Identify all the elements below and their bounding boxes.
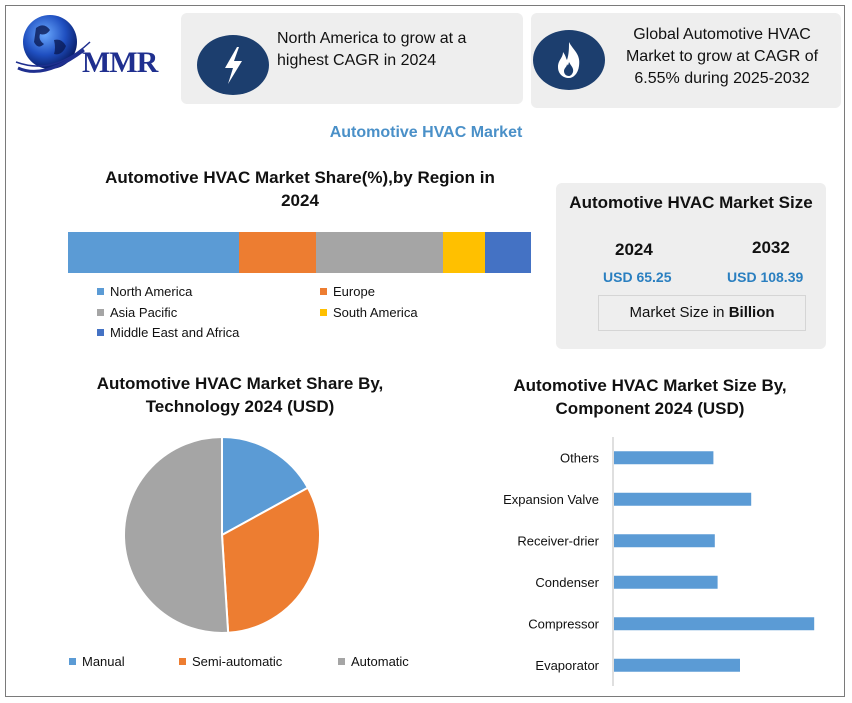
legend-item-north-america: North America	[97, 284, 192, 299]
category-label-evaporator: Evaporator	[535, 658, 599, 673]
year-2032-label: 2032	[752, 238, 790, 257]
region-segment-asia-pacific	[315, 232, 443, 273]
legend-swatch	[97, 329, 104, 337]
value-2032: USD 108.39	[727, 269, 804, 285]
legend-item-south-america: South America	[320, 305, 418, 320]
legend-label: Europe	[333, 284, 375, 299]
market-size-unit: Market Size in Billion	[598, 295, 806, 331]
category-label-expansion-valve: Expansion Valve	[503, 492, 599, 507]
legend-label: Manual	[82, 654, 125, 669]
infographic-frame	[5, 5, 845, 697]
category-label-condenser: Condenser	[535, 575, 599, 590]
legend-swatch	[97, 288, 104, 296]
legend-item-automatic: Automatic	[338, 654, 409, 669]
region-stacked-bar	[68, 232, 531, 273]
legend-swatch	[69, 658, 76, 666]
pie-slice-automatic	[123, 435, 230, 634]
legend-swatch	[338, 658, 345, 666]
technology-chart-title: Automotive HVAC Market Share By, Technol…	[96, 374, 384, 416]
legend-label: North America	[110, 284, 193, 299]
legend-item-semi-automatic: Semi-automatic	[179, 654, 282, 669]
region-segment-europe	[239, 232, 316, 273]
legend-label: South America	[333, 305, 418, 320]
lightning-icon	[197, 35, 269, 95]
legend-item-europe: Europe	[320, 284, 375, 299]
market-size-title: Automotive HVAC Market Size	[569, 193, 813, 212]
region-segment-south-america	[443, 232, 485, 273]
legend-swatch	[320, 309, 327, 317]
bar-condenser	[614, 575, 718, 589]
legend-label: Automatic	[351, 654, 409, 669]
category-label-others: Others	[560, 450, 600, 465]
info-card-cagr: Global Automotive HVAC Market to grow at…	[531, 13, 841, 108]
category-label-receiver-drier: Receiver-drier	[517, 533, 599, 548]
legend-item-manual: Manual	[69, 654, 125, 669]
legend-item-asia-pacific: Asia Pacific	[97, 305, 177, 320]
flame-icon	[533, 30, 605, 90]
main-title: Automotive HVAC Market	[329, 124, 523, 141]
unit-bold: Billion	[728, 304, 775, 321]
unit-prefix: Market Size in	[629, 304, 729, 321]
market-size-box: Automotive HVAC Market Size 2024 USD 65.…	[556, 183, 826, 349]
legend-swatch	[97, 309, 104, 317]
bar-expansion-valve	[614, 492, 752, 506]
region-segment-north-america	[68, 232, 240, 273]
region-segment-middle-east-and-africa	[484, 232, 531, 273]
info-card-text: Global Automotive HVAC Market to grow at…	[625, 26, 819, 87]
mmr-logo: MMR	[14, 10, 158, 84]
logo-text: MMR	[82, 46, 158, 79]
globe-icon	[15, 15, 91, 73]
legend-item-middle-east-and-africa: Middle East and Africa	[97, 325, 239, 340]
pie-slice-manual	[221, 435, 310, 537]
year-2024-label: 2024	[615, 240, 653, 259]
legend-label: Semi-automatic	[192, 654, 283, 669]
component-chart-title: Automotive HVAC Market Size By, Componen…	[513, 376, 787, 418]
bar-others	[614, 451, 714, 465]
legend-label: Middle East and Africa	[110, 325, 240, 340]
info-card-growth-region: North America to grow at a highest CAGR …	[181, 13, 523, 104]
bar-receiver-drier	[614, 534, 715, 548]
bar-compressor	[614, 617, 815, 631]
pie-slice-semi-automatic	[220, 486, 321, 634]
bar-evaporator	[614, 658, 740, 672]
legend-label: Asia Pacific	[110, 305, 178, 320]
value-2024: USD 65.25	[603, 269, 672, 285]
region-chart-title: Automotive HVAC Market Share(%),by Regio…	[105, 168, 495, 210]
category-label-compressor: Compressor	[528, 616, 599, 631]
info-card-text: North America to grow at a highest CAGR …	[277, 30, 467, 69]
legend-swatch	[320, 288, 327, 296]
legend-swatch	[179, 658, 186, 666]
